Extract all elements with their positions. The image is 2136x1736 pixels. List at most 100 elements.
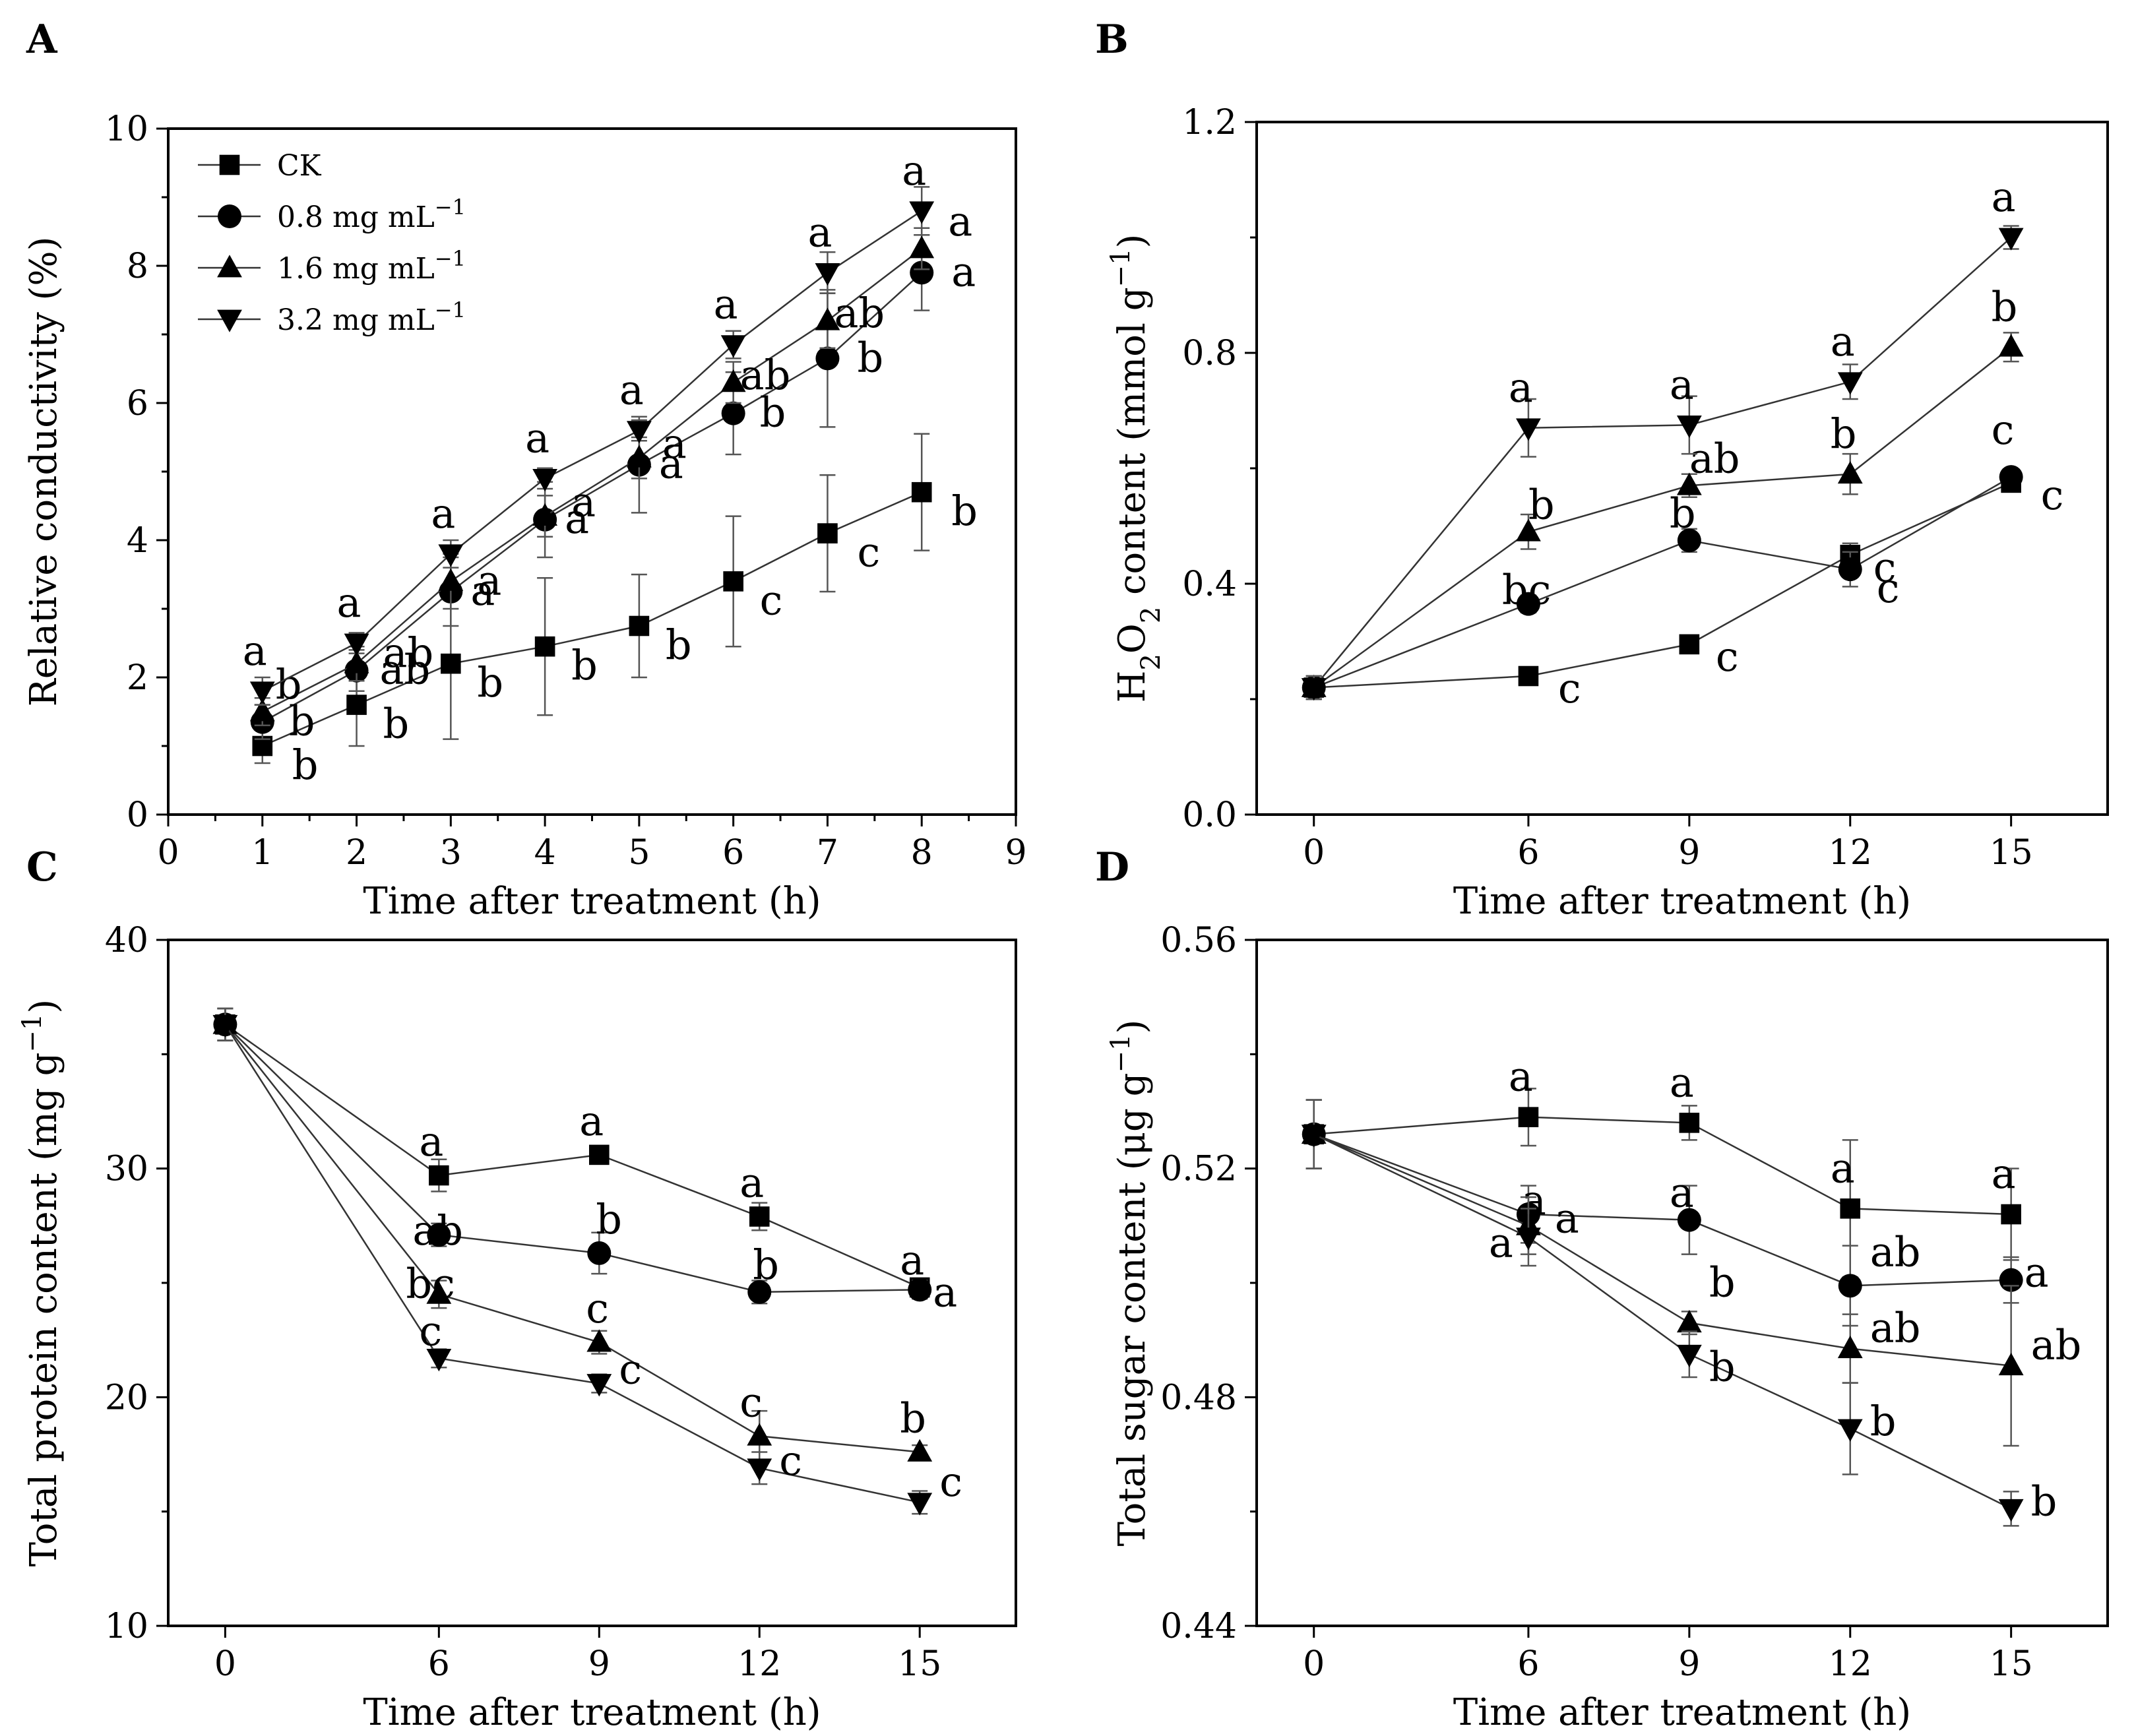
x-tick-label: 5 xyxy=(628,833,650,873)
data-point-square xyxy=(1518,666,1539,687)
data-point-square xyxy=(1679,1113,1700,1133)
significance-label: b xyxy=(857,333,883,381)
data-point-triangle-down xyxy=(249,681,275,704)
significance-label: c xyxy=(1873,543,1897,591)
data-point-circle xyxy=(1999,465,2023,489)
data-point-circle xyxy=(1516,592,1540,616)
y-tick-label: 4 xyxy=(127,521,148,561)
significance-label: a xyxy=(431,489,455,538)
x-tick-label: 6 xyxy=(722,833,744,873)
y-axis-title: Total protein content (mg g−1) xyxy=(17,999,65,1567)
data-point-square xyxy=(441,653,461,674)
data-point-circle xyxy=(721,401,745,425)
significance-label: bc xyxy=(406,1259,455,1307)
significance-label: a xyxy=(951,247,976,295)
significance-label: a xyxy=(571,478,596,526)
series-square: a a a a xyxy=(215,1007,930,1298)
data-point-triangle-down xyxy=(1301,678,1327,701)
x-tick-label: 15 xyxy=(1990,1644,2033,1684)
significance-label: a xyxy=(1831,317,1855,365)
panel-label-d: D xyxy=(1095,844,1129,890)
y-axis-ticks: 0.44 0.48 0.52 0.56 xyxy=(1160,921,1257,1646)
significance-label: b xyxy=(276,660,302,708)
data-point-triangle-up xyxy=(532,503,558,526)
significance-label: ab xyxy=(1870,1227,1921,1276)
significance-label: c xyxy=(1877,564,1900,612)
series-line xyxy=(1313,346,2012,689)
data-point-triangle-up xyxy=(1676,472,1702,495)
y-tick-label: 0.4 xyxy=(1182,565,1237,604)
legend-label: 1.6 mg mL−1 xyxy=(277,246,466,286)
y-tick-label: 0.48 xyxy=(1160,1378,1237,1417)
significance-label: c xyxy=(1992,406,2015,454)
data-point-circle xyxy=(1677,528,1701,553)
significance-label: b xyxy=(571,641,598,689)
data-point-triangle-down xyxy=(1676,415,1702,439)
significance-label: b xyxy=(1670,489,1696,537)
x-tick-label: 9 xyxy=(1678,1644,1700,1684)
significance-label: c xyxy=(779,1437,802,1485)
data-point-square xyxy=(588,1144,610,1165)
x-tick-label: 0 xyxy=(157,833,179,873)
significance-label: a xyxy=(714,280,738,328)
data-point-triangle-down xyxy=(1837,1419,1863,1442)
significance-label: b xyxy=(1709,1342,1736,1390)
data-point-triangle-up xyxy=(1998,334,2024,357)
y-tick-label: 0.44 xyxy=(1160,1607,1237,1646)
significance-label: b xyxy=(1870,1397,1897,1445)
data-point-square xyxy=(346,695,367,715)
significance-label: a xyxy=(1509,363,1533,412)
data-point-square xyxy=(723,571,743,592)
panel-label-c: C xyxy=(26,844,58,890)
data-point-triangle-down xyxy=(1998,228,2024,251)
y-tick-label: 40 xyxy=(105,921,148,960)
significance-label: ab xyxy=(383,629,434,677)
data-point-triangle-up xyxy=(438,568,464,591)
significance-label: a xyxy=(419,1117,443,1165)
significance-label: a xyxy=(1670,1169,1694,1217)
y-tick-label: 1.2 xyxy=(1182,103,1237,142)
data-point-triangle-up xyxy=(426,1281,452,1304)
data-point-triangle-up xyxy=(1837,460,1863,484)
y-tick-label: 2 xyxy=(127,658,148,698)
significance-label: b xyxy=(951,487,978,535)
significance-label: b xyxy=(900,1394,926,1442)
significance-label: a xyxy=(1509,1053,1533,1101)
data-point-triangle-up xyxy=(626,445,652,468)
significance-label: b xyxy=(1709,1258,1736,1307)
data-point-triangle-down xyxy=(532,469,558,492)
data-point-triangle-down xyxy=(1676,1344,1702,1368)
significance-label: c xyxy=(939,1458,962,1506)
legend: CK0.8 mg mL−11.6 mg mL−13.2 mg mL−1 xyxy=(198,149,466,337)
significance-label: b xyxy=(760,388,786,437)
plot-frame xyxy=(167,939,1017,1627)
data-point-triangle-up xyxy=(344,650,369,673)
x-tick-label: 9 xyxy=(1678,833,1700,873)
series-line xyxy=(224,1024,920,1453)
series-circle: a aab a xyxy=(1302,1099,2049,1327)
series-line xyxy=(1313,237,2012,689)
significance-label: a xyxy=(1831,1144,1855,1192)
total-protein-chart: 0 6 9 12 15 10 20 30 40 Time after treatment (h) T… xyxy=(17,921,1017,1734)
x-tick-label: 12 xyxy=(1829,1644,1872,1684)
data-point-triangle-down xyxy=(344,633,369,656)
data-point-square xyxy=(817,523,838,543)
significance-label: b xyxy=(666,621,692,669)
significance-label: a xyxy=(933,1268,957,1316)
y-tick-label: 10 xyxy=(105,1607,148,1646)
legend-superscript: −1 xyxy=(435,297,466,323)
y-tick-label: 30 xyxy=(105,1150,148,1189)
data-point-triangle-down xyxy=(1998,1499,2024,1522)
significance-label: a xyxy=(525,414,550,462)
significance-label: a xyxy=(619,366,644,414)
significance-label: c xyxy=(739,1378,763,1426)
x-tick-label: 12 xyxy=(738,1644,781,1684)
significance-label: c xyxy=(857,528,880,576)
y-axis-title: Total sugar content (μg g−1) xyxy=(1106,1020,1154,1547)
